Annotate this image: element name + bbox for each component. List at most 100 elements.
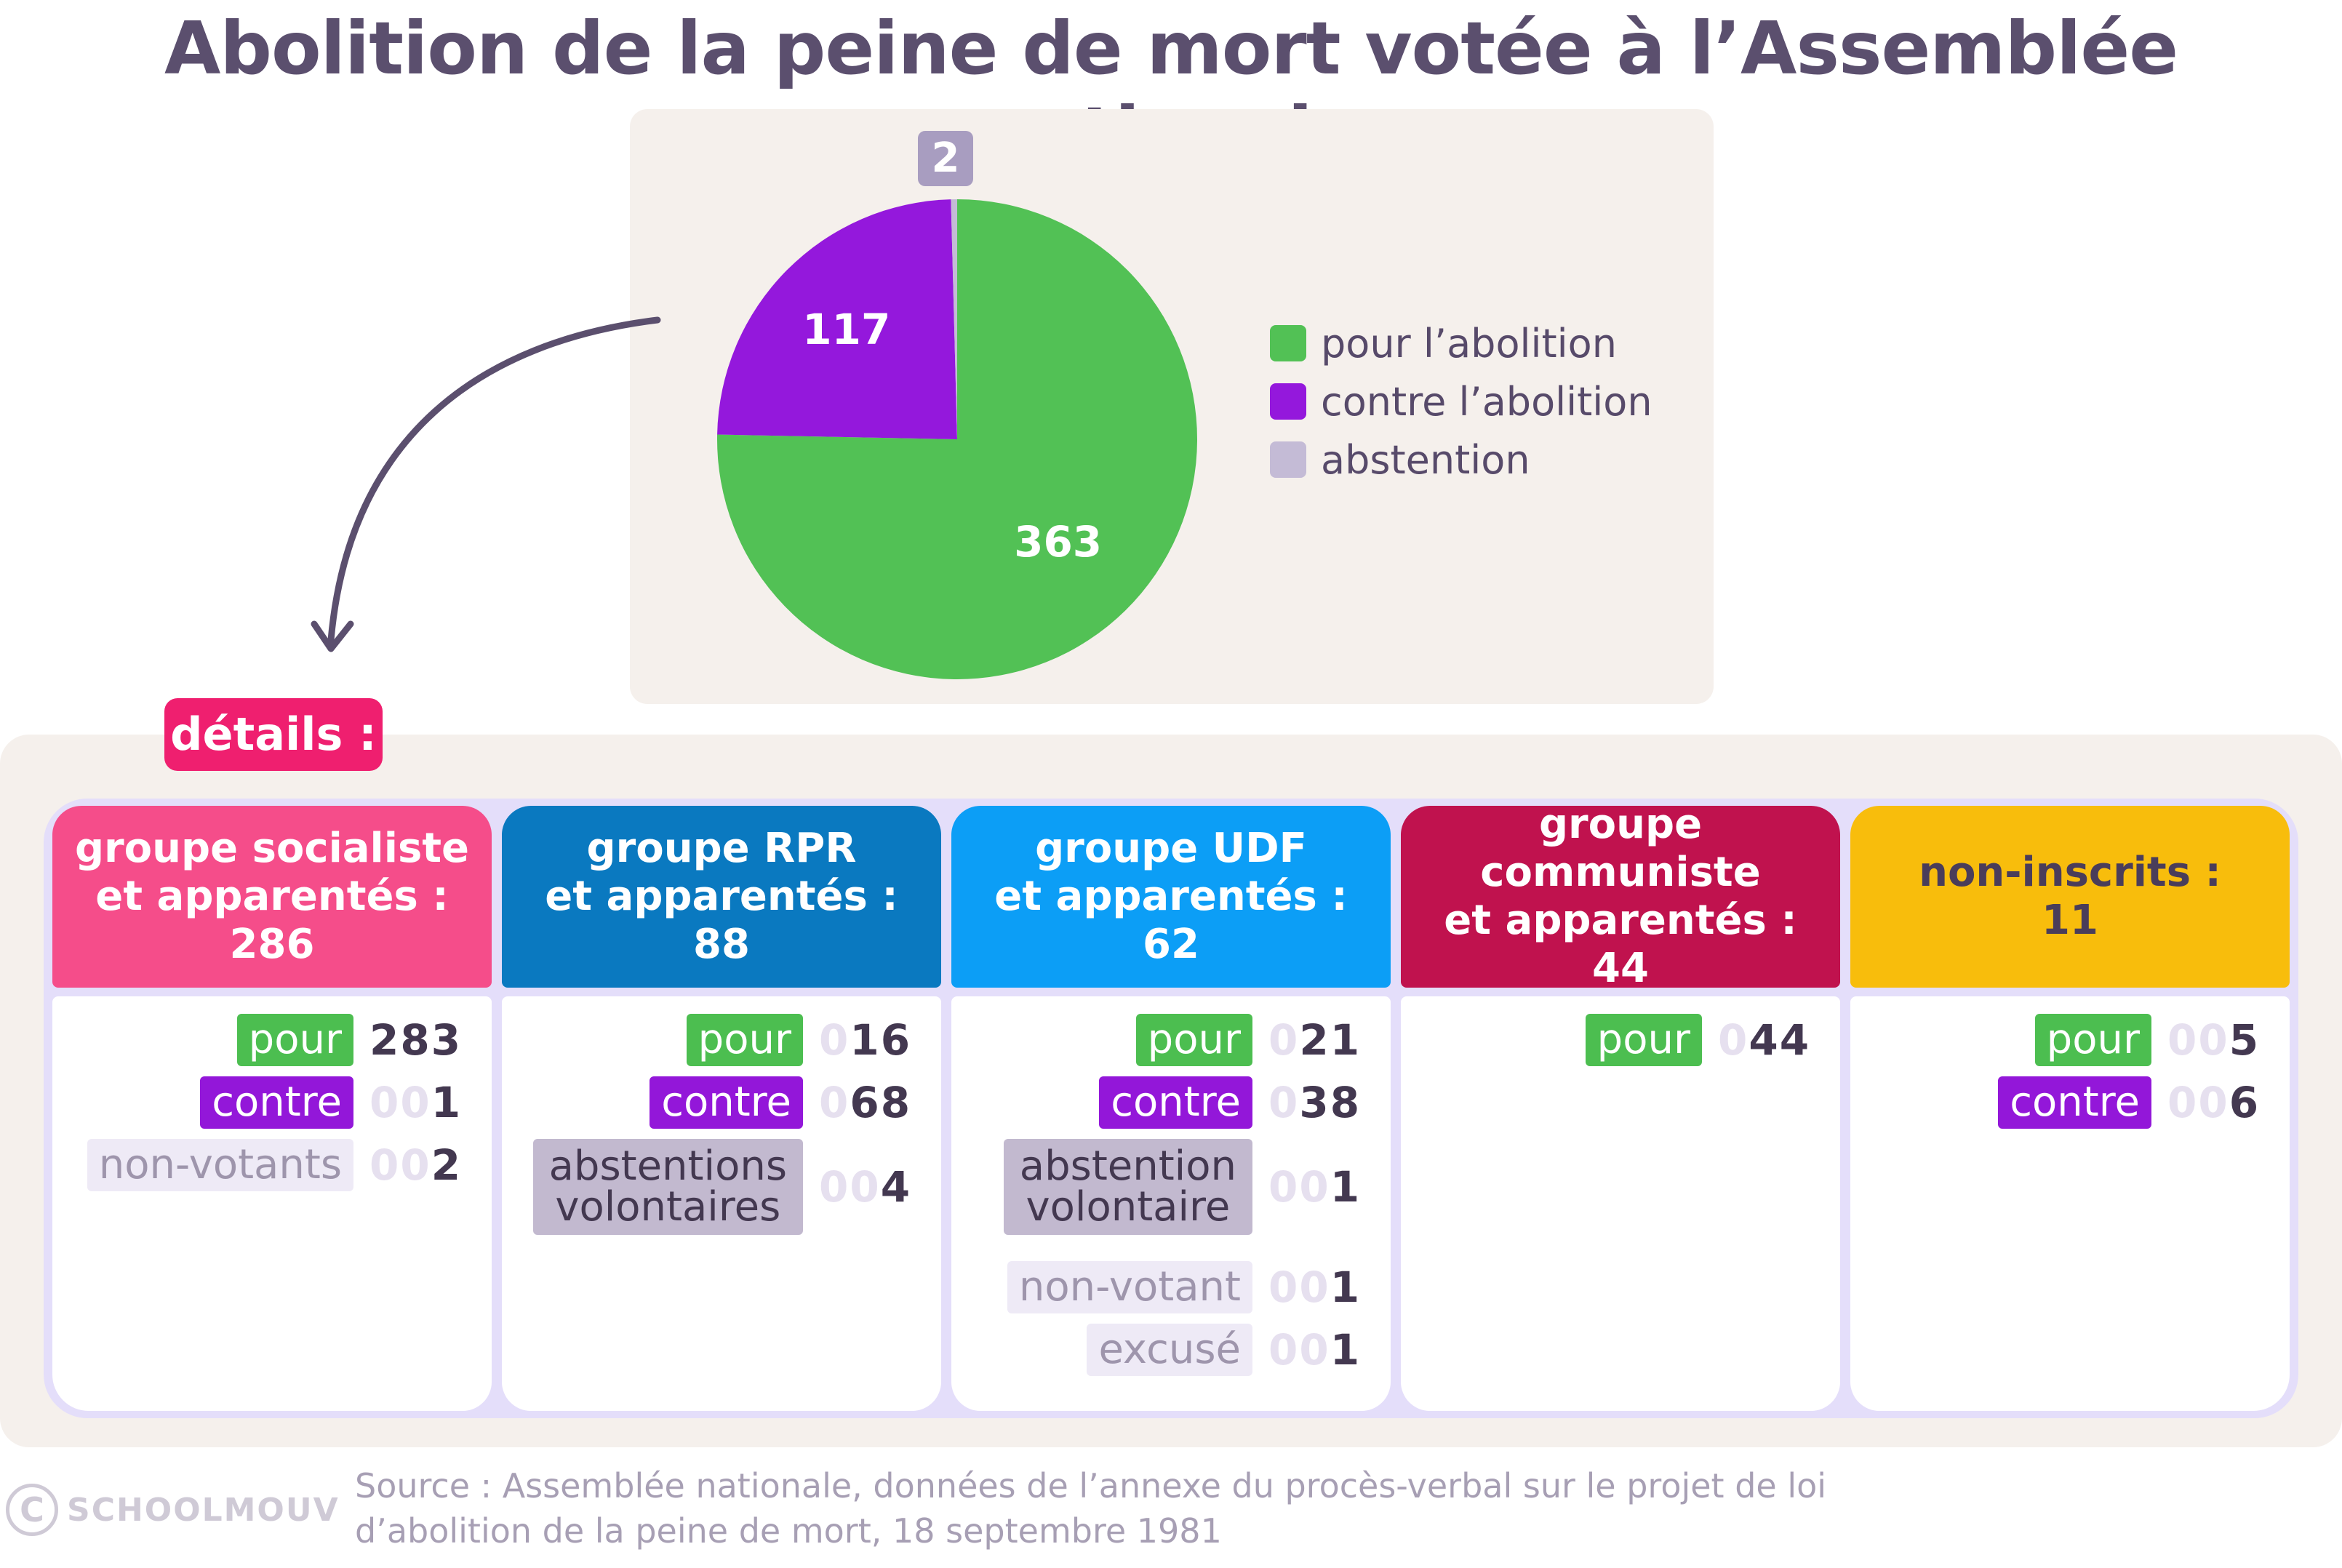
pie-slice-1: [717, 199, 957, 439]
vote-label: contre: [650, 1076, 803, 1129]
vote-label: non-votant: [1007, 1261, 1252, 1313]
vote-row-absv: abstentions volontaires 004: [532, 1139, 910, 1235]
group-column-3: groupe communiste et apparentés :44 pour 04…: [1401, 801, 1840, 1411]
vote-count-value: 6: [2229, 1078, 2261, 1127]
group-header-line: et apparentés :: [994, 873, 1348, 920]
vote-count-padding: 0: [1268, 1015, 1300, 1065]
vote-label: contre: [200, 1076, 353, 1129]
vote-row-light: non-votant 001: [1007, 1261, 1359, 1313]
vote-count-value: 1: [1330, 1263, 1362, 1312]
vote-count-value: 16: [850, 1015, 912, 1065]
vote-count: 001: [1268, 1325, 1359, 1375]
group-header: groupe socialiste et apparentés :286: [52, 806, 492, 988]
vote-count-value: 1: [1330, 1162, 1362, 1212]
vote-count-value: 4: [880, 1162, 912, 1212]
group-header-line: et apparentés :: [95, 873, 449, 920]
group-header: groupe communiste et apparentés :44: [1401, 801, 1840, 992]
group-header-line: 62: [1143, 921, 1199, 968]
vote-label: pour: [686, 1014, 803, 1066]
vote-count-padding: 00: [2167, 1015, 2229, 1065]
vote-label: contre: [1099, 1076, 1252, 1129]
vote-count-padding: 00: [369, 1078, 431, 1127]
vote-count: 038: [1268, 1078, 1359, 1127]
legend-label: contre l’abolition: [1321, 378, 1652, 425]
group-header-line: 11: [2042, 897, 2098, 944]
group-details: pour 044: [1401, 996, 1840, 1411]
vote-count-padding: 00: [369, 1140, 431, 1190]
logo-text: SCHOOLMOUV: [67, 1491, 340, 1529]
group-header-line: 44: [1592, 945, 1649, 992]
group-header-line: et apparentés :: [1444, 897, 1797, 944]
vote-label-line: abstentions: [548, 1143, 787, 1190]
vote-row-contre: contre 038: [1099, 1076, 1359, 1129]
schoolmouv-logo: C SCHOOLMOUV: [6, 1484, 340, 1536]
source-line-1: Source : Assemblée nationale, données de…: [355, 1466, 1827, 1505]
vote-count: 044: [1718, 1015, 1809, 1065]
legend-label: abstention: [1321, 436, 1530, 483]
pie-value-label-1: 117: [802, 304, 891, 354]
vote-label: pour: [2034, 1014, 2151, 1066]
source-line-2: d’abolition de la peine de mort, 18 sept…: [355, 1511, 1222, 1551]
vote-row-pour: pour 021: [1135, 1014, 1359, 1066]
details-badge: détails :: [164, 698, 383, 771]
vote-count-value: 283: [369, 1015, 463, 1065]
abstention-count-badge: 2: [918, 131, 973, 186]
vote-count-value: 38: [1299, 1078, 1362, 1127]
vote-count-value: 1: [431, 1078, 463, 1127]
vote-count-value: 1: [1330, 1325, 1362, 1375]
arrow-curve: [327, 316, 661, 644]
legend-item-1: contre l’abolition: [1270, 372, 1652, 431]
source-note: Source : Assemblée nationale, données de…: [355, 1463, 1826, 1553]
vote-row-contre: contre 006: [1998, 1076, 2258, 1129]
group-header-line: groupe communiste: [1480, 801, 1761, 896]
copyright-icon: C: [6, 1484, 58, 1536]
vote-label: pour: [1135, 1014, 1252, 1066]
vote-row-contre: contre 068: [650, 1076, 910, 1129]
vote-count: 006: [2167, 1078, 2258, 1127]
vote-count: 283: [369, 1015, 460, 1065]
vote-count: 001: [1268, 1263, 1359, 1312]
group-details: pour 016 contre 068 abstentions volontaires 00…: [502, 996, 941, 1411]
vote-count-value: 44: [1748, 1015, 1811, 1065]
vote-label: pour: [1585, 1014, 1702, 1066]
vote-row-pour: pour 044: [1585, 1014, 1809, 1066]
vote-count: 021: [1268, 1015, 1359, 1065]
group-details: pour 283 contre 001 non-votants 002: [52, 996, 492, 1411]
vote-row-pour: pour 005: [2034, 1014, 2258, 1066]
vote-row-absv: abstention volontaire 001: [1003, 1139, 1359, 1235]
legend-swatch: [1270, 441, 1306, 478]
group-details: pour 005 contre 006: [1850, 996, 2290, 1411]
chart-legend: pour l’abolition contre l’abolition absten…: [1270, 314, 1652, 489]
vote-count-padding: 00: [1268, 1162, 1330, 1212]
vote-count-padding: 00: [1268, 1325, 1330, 1375]
group-column-2: groupe UDF et apparentés :62 pour 021 contre…: [951, 806, 1391, 1411]
group-header-line: 286: [229, 921, 315, 968]
legend-swatch: [1270, 383, 1306, 420]
pie-slice-2: [951, 199, 957, 439]
legend-item-2: abstention: [1270, 431, 1652, 489]
vote-count: 002: [369, 1140, 460, 1190]
group-details: pour 021 contre 038 abstention volontaire 001 n…: [951, 996, 1391, 1411]
vote-count-padding: 0: [1718, 1015, 1749, 1065]
vote-row-pour: pour 283: [236, 1014, 460, 1066]
vote-label-line: abstention: [1019, 1143, 1236, 1190]
arrow-head: [311, 620, 354, 652]
legend-item-0: pour l’abolition: [1270, 314, 1652, 372]
vote-row-contre: contre 001: [200, 1076, 460, 1129]
vote-label: excusé: [1087, 1324, 1252, 1376]
vote-count-padding: 00: [1268, 1263, 1330, 1312]
legend-label: pour l’abolition: [1321, 320, 1617, 367]
group-header-line: groupe UDF: [1035, 825, 1307, 872]
vote-label: pour: [236, 1014, 353, 1066]
vote-count-padding: 0: [819, 1015, 850, 1065]
vote-count-value: 21: [1299, 1015, 1362, 1065]
vote-count: 001: [369, 1078, 460, 1127]
legend-swatch: [1270, 325, 1306, 361]
pie-slice-0: [717, 199, 1198, 679]
vote-count-value: 5: [2229, 1015, 2261, 1065]
vote-count-padding: 0: [819, 1078, 850, 1127]
vote-label: contre: [1998, 1076, 2151, 1129]
vote-count: 001: [1268, 1162, 1359, 1212]
group-column-0: groupe socialiste et apparentés :286 pour 2…: [52, 806, 492, 1411]
